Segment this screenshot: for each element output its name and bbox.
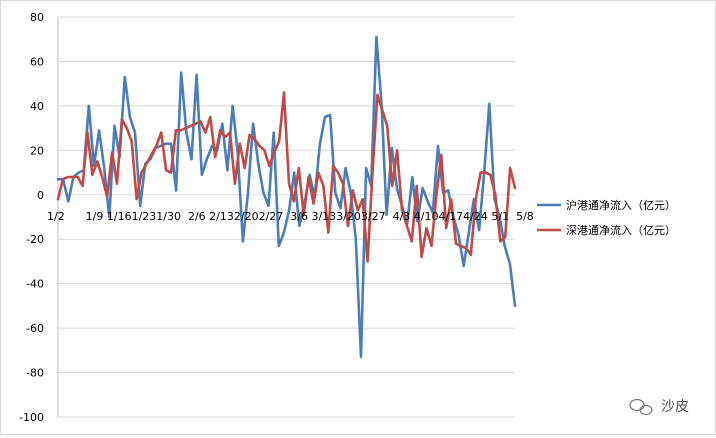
y-tick-label: -20 <box>26 233 44 246</box>
y-tick-label: 80 <box>30 11 44 24</box>
wechat-icon <box>629 398 653 416</box>
series-group <box>56 35 517 359</box>
y-tick-label: 60 <box>30 55 44 68</box>
legend-label: 深港通净流入（亿元） <box>566 223 676 237</box>
y-tick-label: -40 <box>26 278 44 291</box>
series-line-1 <box>56 35 517 359</box>
watermark-text: 沙皮 <box>661 399 689 415</box>
legend-label: 沪港通净流入（亿元） <box>566 198 676 212</box>
y-axis-tick-labels: 80 60 40 20 0 -20 -40 -60 -80 -100 <box>19 11 44 424</box>
watermark: 沙皮 <box>629 398 689 416</box>
x-axis-tick-labels: 1/2 1/9 1/161/231/30 2/6 2/132/202/27 3/… <box>47 210 534 223</box>
gridlines <box>58 16 515 418</box>
y-tick-label: 20 <box>30 144 44 157</box>
y-tick-label: 40 <box>30 100 44 113</box>
y-tick-label: -80 <box>26 367 44 380</box>
series-line-2 <box>56 91 517 263</box>
y-tick-label: 0 <box>37 189 44 202</box>
y-tick-label: -60 <box>26 322 44 335</box>
y-tick-label: -100 <box>19 411 44 424</box>
legend: 沪港通净流入（亿元） 深港通净流入（亿元） <box>537 198 676 237</box>
